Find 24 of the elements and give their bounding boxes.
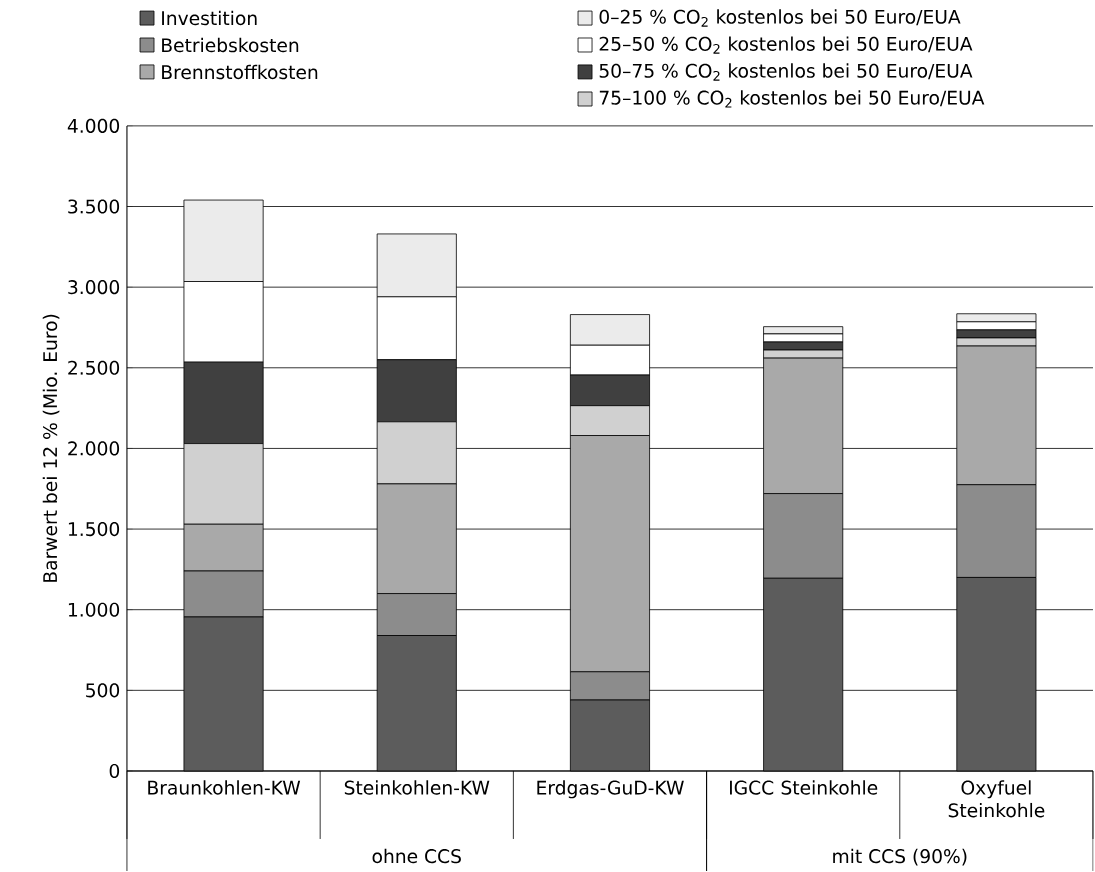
y-tick-label: 4.000 [67, 118, 120, 133]
text: ohne CCS [372, 848, 461, 864]
y-tick-label: 0 [109, 763, 120, 779]
y-tick-label: 3.500 [68, 199, 120, 214]
legend-label: 0–25 % CO$_{2}$ kostenlos bei 50 Euro/EUA [599, 9, 961, 27]
x-tick-label: Steinkohlen-KW [344, 780, 490, 795]
y-tick-label: 3.000 [68, 280, 120, 295]
x-tick-label: Braunkohlen-KW [148, 780, 301, 795]
y-axis-title: Barwert bei 12 % (Mio. Euro) [42, 314, 60, 582]
legend-label: 25–50 % CO$_{2}$ kostenlos bei 50 Euro/EUA [599, 36, 973, 54]
y-tick-label: 2.000 [68, 441, 120, 456]
y-tick-label: 1.000 [68, 602, 120, 617]
legend-label: 75–100 % CO$_{2}$ kostenlos bei 50 Euro/EUA [599, 90, 985, 108]
y-tick-label: 1.500 [68, 521, 120, 537]
text: mit CCS (90%) [833, 848, 967, 866]
x-tick-label: IGCC Steinkohle [730, 780, 878, 795]
x-tick-label: Oxyfuel Steinkohle [948, 780, 1045, 818]
legend-label: 50–75 % CO$_{2}$ kostenlos bei 50 Euro/EUA [599, 63, 973, 81]
legend-label: Investition [162, 10, 257, 26]
y-tick-label: 2.500 [68, 360, 120, 375]
y-tick-label: 500 [86, 683, 120, 698]
x-tick-label: Erdgas-GuD-KW [537, 780, 684, 799]
legend-label: Betriebskosten [162, 37, 299, 53]
legend-label: Brennstoffkosten [162, 64, 318, 80]
